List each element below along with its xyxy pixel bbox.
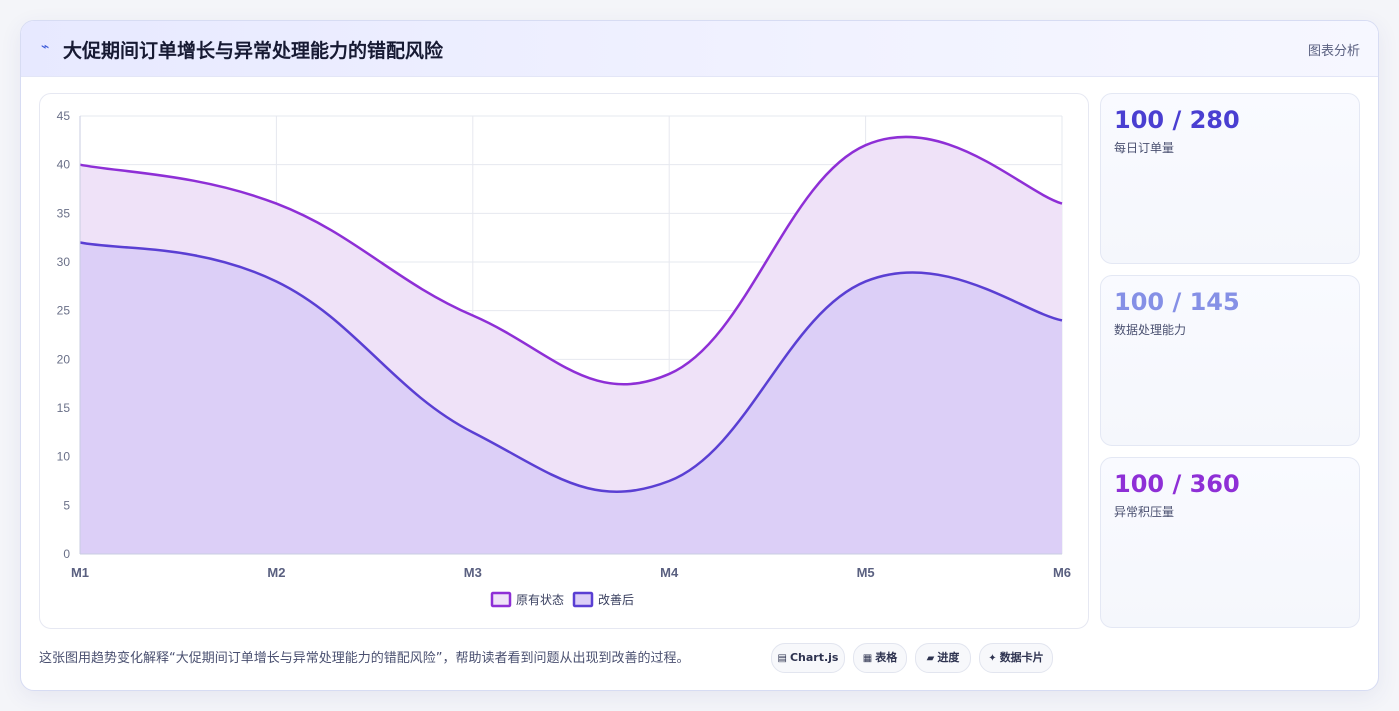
legend-label: 改善后 [598, 592, 634, 607]
chart-icon: ▤ [777, 653, 787, 664]
y-tick-label: 40 [57, 158, 71, 172]
pill-label: 进度 [937, 651, 960, 664]
progress-pill[interactable]: ▰ 进度 [915, 643, 971, 673]
chart-panel: 0 5 10 15 20 25 30 35 40 45 M1 M2 M3 M4 M5 M6 原有状态 改善后 [39, 93, 1089, 629]
stat-value: 100 / 360 [1114, 470, 1240, 498]
stat-value: 100 / 280 [1114, 106, 1240, 134]
chart-card: ⌁ 大促期间订单增长与异常处理能力的错配风险 图表分析 0 5 10 15 20 25 30… [20, 20, 1379, 691]
stat-card-orders: 100 / 280 每日订单量 [1100, 93, 1360, 264]
y-tick-label: 45 [57, 109, 71, 123]
pill-label: 数据卡片 [999, 651, 1044, 664]
chart-caption: 这张图用趋势变化解释“大促期间订单增长与异常处理能力的错配风险”，帮助读者看到问… [39, 651, 690, 666]
legend-swatch [490, 591, 512, 608]
chart-analysis-tag: 图表分析 [1307, 44, 1360, 59]
series-line-0 [79, 135, 1063, 386]
chartjs-pill[interactable]: ▤ Chart.js [771, 643, 845, 673]
x-tick-label: M6 [1053, 565, 1071, 580]
y-tick-label: 15 [57, 401, 71, 415]
x-tick-label: M2 [267, 565, 285, 580]
y-tick-label: 0 [63, 547, 70, 561]
stat-label: 数据处理能力 [1114, 323, 1187, 337]
data-card-pill[interactable]: ✦ 数据卡片 [979, 643, 1053, 673]
table-pill[interactable]: ▦ 表格 [853, 643, 907, 673]
progress-icon: ▰ [926, 653, 935, 664]
series-area-1 [80, 242, 1062, 555]
stat-label: 每日订单量 [1114, 141, 1175, 155]
x-tick-label: M4 [660, 565, 679, 580]
stat-card-backlog: 100 / 360 异常积压量 [1100, 457, 1360, 628]
table-icon: ▦ [862, 653, 873, 664]
y-tick-label: 20 [57, 352, 71, 366]
stat-value: 100 / 145 [1114, 288, 1240, 316]
stat-card-processing: 100 / 145 数据处理能力 [1100, 275, 1360, 446]
y-tick-label: 35 [57, 206, 71, 220]
x-tick-label: M1 [71, 565, 89, 580]
y-tick-label: 10 [57, 450, 71, 464]
x-tick-label: M3 [464, 565, 482, 580]
legend-swatch [572, 591, 594, 608]
area-chart: 0 5 10 15 20 25 30 35 40 45 M1 M2 M3 M4 M5 M6 原有状态 改善后 [57, 109, 1071, 608]
y-tick-label: 5 [63, 498, 70, 512]
stat-label: 异常积压量 [1114, 505, 1175, 519]
x-tick-label: M5 [857, 565, 875, 580]
legend-label: 原有状态 [516, 593, 564, 607]
pill-label: 表格 [875, 651, 898, 664]
series-line-1 [79, 241, 1063, 493]
y-tick-label: 30 [57, 255, 71, 269]
card-header: ⌁ 大促期间订单增长与异常处理能力的错配风险 图表分析 [21, 21, 1378, 77]
chart-line-icon: ⌁ [41, 39, 50, 55]
y-tick-label: 25 [57, 304, 71, 318]
pill-label: Chart.js [789, 651, 839, 664]
page-title: 大促期间订单增长与异常处理能力的错配风险 [63, 40, 444, 62]
sparkle-icon: ✦ [988, 653, 997, 664]
